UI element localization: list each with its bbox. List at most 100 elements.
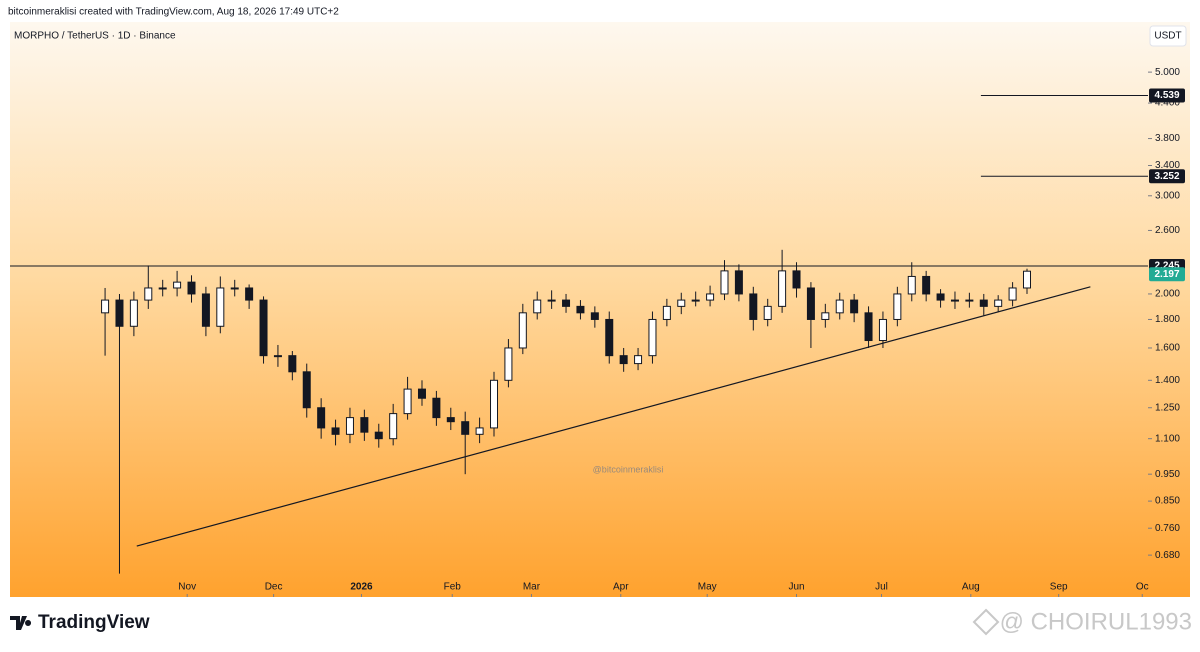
y-tick-label: 1.250	[1155, 402, 1180, 413]
candle-body	[1008, 287, 1017, 301]
footer-logo: TradingView	[10, 612, 150, 633]
y-tick-label: 1.100	[1155, 433, 1180, 444]
candle-body	[648, 318, 657, 357]
y-tick-label: 0.850	[1155, 496, 1180, 507]
candle-body	[115, 299, 124, 327]
x-tick-label: Feb	[444, 582, 462, 593]
candle-body	[129, 299, 138, 327]
candle-body	[490, 379, 499, 429]
candle-body	[331, 427, 340, 435]
candle-body	[144, 287, 153, 301]
level-label-box	[1149, 88, 1185, 103]
price-axis: 0.680 0.760 0.850 0.950 1.100 1.250 1.400 1.600…	[1148, 67, 1185, 561]
level-label: 2.245	[1154, 261, 1179, 272]
candle-body	[201, 293, 210, 327]
chart-background	[10, 22, 1190, 597]
candle-body	[216, 287, 225, 327]
chart-title: MORPHO / TetherUS · 1D · Binance	[14, 31, 176, 42]
candle-body	[806, 287, 815, 320]
y-tick-label: 1.800	[1155, 314, 1180, 325]
candle-body	[619, 355, 628, 365]
x-tick-label: Sep	[1050, 582, 1068, 593]
y-tick-label: 4.400	[1155, 98, 1180, 109]
candle-body	[691, 299, 700, 302]
currency[interactable]: USDT	[1154, 31, 1181, 42]
candle-body	[173, 281, 182, 289]
candle-body	[317, 407, 326, 429]
candle-body	[850, 299, 859, 314]
candle-body	[778, 270, 787, 307]
candle-body	[504, 347, 513, 381]
candle-body	[634, 355, 643, 365]
candle-body	[878, 318, 887, 342]
candle-body	[518, 312, 527, 349]
candle-body	[763, 305, 772, 320]
level-label: 3.252	[1154, 171, 1179, 182]
candle-body	[245, 287, 254, 301]
y-tick-label: 0.950	[1155, 469, 1180, 480]
x-tick-label: May	[698, 582, 717, 593]
watermark-icon	[972, 608, 1000, 636]
level-label-box	[1149, 169, 1185, 184]
y-tick-label: 3.400	[1155, 160, 1180, 171]
candle-body	[576, 305, 585, 314]
candle-body	[273, 355, 282, 358]
candle-body	[792, 270, 801, 289]
candle-body	[734, 270, 743, 295]
y-tick-label: 3.800	[1155, 133, 1180, 144]
candle-body	[590, 312, 599, 320]
y-tick-label: 5.000	[1155, 67, 1180, 78]
candle-body	[979, 299, 988, 307]
x-tick-label: 2026	[350, 582, 373, 593]
candle-body	[374, 431, 383, 440]
plot-area	[10, 95, 1148, 574]
candle-body	[749, 293, 758, 320]
x-tick-label: Jul	[875, 582, 888, 593]
x-tick-label: Dec	[265, 582, 283, 593]
candle-body	[922, 275, 931, 295]
x-tick-label: Jun	[788, 582, 804, 593]
candle-body	[994, 299, 1003, 307]
x-tick-label: Mar	[523, 582, 541, 593]
x-tick-label: Oc	[1136, 582, 1149, 593]
last-price-box	[1149, 267, 1185, 282]
candle-body	[821, 312, 830, 320]
candle-body	[835, 299, 844, 314]
candle-body	[158, 287, 167, 290]
candle-body	[345, 417, 354, 435]
candle-body	[907, 275, 916, 295]
candle-body	[475, 427, 484, 435]
x-tick-label: Nov	[178, 582, 196, 593]
x-tick-label: Apr	[613, 582, 629, 593]
candle-body	[417, 388, 426, 399]
y-tick-label: 3.000	[1155, 190, 1180, 201]
candle-body	[864, 312, 873, 342]
y-tick-label: 1.600	[1155, 343, 1180, 354]
candle-body	[446, 417, 455, 423]
watermark: @ CHOIRUL1993	[1000, 608, 1192, 635]
candle-body	[662, 305, 671, 320]
candle-body	[547, 299, 556, 302]
logo-text: TradingView	[38, 612, 150, 633]
candle-body	[965, 299, 974, 302]
y-tick-label: 2.000	[1155, 289, 1180, 300]
candle-body	[950, 299, 959, 302]
credit: bitcoinmeraklisi created with TradingVie…	[8, 7, 339, 18]
last-price-label: 2.197	[1154, 269, 1179, 280]
candle-body	[101, 299, 110, 314]
candle-body	[230, 287, 239, 290]
y-tick-label: 0.680	[1155, 550, 1180, 561]
candle-body	[302, 371, 311, 409]
annotation: @bitcoinmeraklisi	[593, 464, 664, 474]
y-tick-label: 1.400	[1155, 375, 1180, 386]
candle-body	[461, 421, 470, 435]
currency-button[interactable]	[1149, 25, 1187, 47]
x-tick-label: Aug	[962, 582, 980, 593]
candle-body	[360, 417, 369, 433]
candle-body	[605, 318, 614, 357]
candle-body	[562, 299, 571, 307]
candle-body	[893, 293, 902, 320]
candle-body	[1022, 270, 1031, 289]
candle-body	[432, 397, 441, 419]
